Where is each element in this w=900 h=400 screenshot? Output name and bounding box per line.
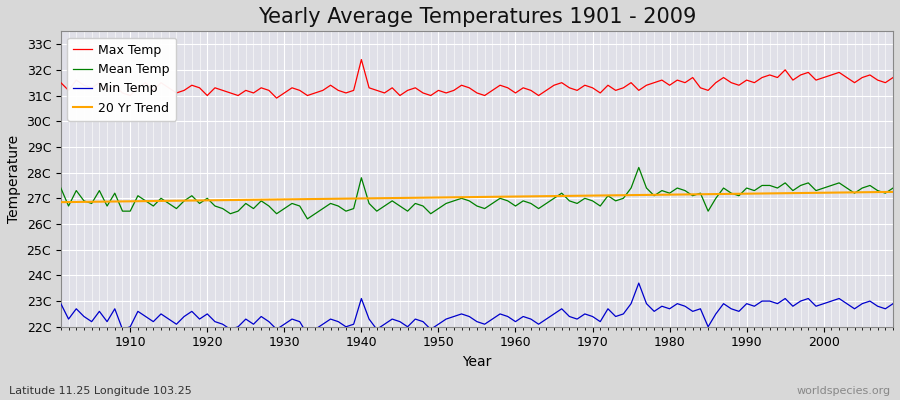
Legend: Max Temp, Mean Temp, Min Temp, 20 Yr Trend: Max Temp, Mean Temp, Min Temp, 20 Yr Tre…: [68, 38, 176, 121]
Mean Temp: [286, 201, 297, 206]
Min Temp: [610, 314, 621, 319]
Min Temp: [302, 332, 313, 337]
Min Temp: [286, 317, 297, 322]
Max Temp: [618, 86, 629, 90]
Mean Temp: [634, 165, 644, 170]
Text: Latitude 11.25 Longitude 103.25: Latitude 11.25 Longitude 103.25: [9, 386, 192, 396]
Mean Temp: [510, 204, 521, 208]
Title: Yearly Average Temperatures 1901 - 2009: Yearly Average Temperatures 1901 - 2009: [257, 7, 696, 27]
Min Temp: [340, 324, 351, 329]
Max Temp: [294, 88, 305, 93]
Line: Mean Temp: Mean Temp: [61, 168, 893, 219]
Mean Temp: [518, 198, 528, 203]
Mean Temp: [887, 186, 898, 190]
Min Temp: [518, 314, 528, 319]
Max Temp: [271, 96, 282, 100]
Min Temp: [887, 301, 898, 306]
X-axis label: Year: Year: [463, 355, 491, 369]
Min Temp: [56, 301, 67, 306]
Max Temp: [518, 86, 528, 90]
Max Temp: [887, 75, 898, 80]
Line: Max Temp: Max Temp: [61, 60, 893, 98]
Text: worldspecies.org: worldspecies.org: [796, 386, 891, 396]
Min Temp: [634, 281, 644, 286]
Max Temp: [117, 90, 128, 95]
Max Temp: [340, 90, 351, 95]
Mean Temp: [302, 216, 313, 221]
Mean Temp: [56, 186, 67, 190]
Min Temp: [510, 319, 521, 324]
Line: Min Temp: Min Temp: [61, 283, 893, 334]
Mean Temp: [117, 209, 128, 214]
Max Temp: [356, 57, 367, 62]
Min Temp: [117, 327, 128, 332]
Mean Temp: [610, 198, 621, 203]
Mean Temp: [340, 209, 351, 214]
Max Temp: [526, 88, 536, 93]
Max Temp: [56, 80, 67, 85]
Y-axis label: Temperature: Temperature: [7, 135, 21, 223]
